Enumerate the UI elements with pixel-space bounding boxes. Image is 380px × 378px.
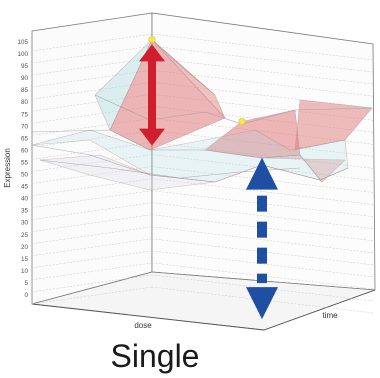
y-tick-label: 90	[21, 75, 29, 82]
gridline-left	[31, 106, 153, 124]
y-tick-label: 20	[21, 244, 29, 251]
x-axis-title: dose	[134, 321, 152, 330]
y-tick-label: 75	[21, 111, 29, 118]
chart-walls	[31, 12, 376, 331]
mesh-line	[31, 144, 349, 183]
y-tick-label: 85	[21, 87, 29, 94]
y-tick-label: 95	[21, 63, 29, 70]
gridline-left	[31, 154, 153, 172]
surface-facet	[94, 39, 153, 131]
peak-marker-secondary	[238, 118, 246, 126]
gridline-left	[31, 250, 153, 269]
red-arrow-head-top	[139, 44, 165, 62]
y-tick-label: 100	[17, 51, 28, 58]
z-axis-line	[263, 289, 376, 331]
blue-arrow-dash	[257, 247, 267, 264]
expression-surfaces	[31, 39, 373, 191]
gridline-left	[31, 81, 153, 100]
y-tick-label: 65	[21, 135, 29, 142]
gridline-left	[31, 226, 153, 245]
blue-arrow-head-top	[246, 157, 278, 190]
gridline-left	[31, 45, 153, 64]
y-axis-title: Expression	[3, 148, 12, 188]
chart-gridlines	[31, 33, 374, 314]
peak-marker-main	[148, 36, 156, 44]
blue-arrow-head-bottom	[246, 287, 278, 320]
y-tick-label: 10	[21, 268, 29, 275]
gridline-left	[31, 286, 153, 305]
z-axis-title: time	[322, 311, 338, 320]
y-tick-label: 105	[17, 39, 28, 46]
gridline-left	[31, 238, 153, 257]
y-tick-label: 5	[24, 280, 28, 287]
gridline-left	[31, 57, 153, 76]
y-tick-label: 60	[21, 147, 29, 154]
gridline-left	[31, 33, 153, 52]
gridline-left	[31, 93, 153, 112]
mesh-line	[94, 94, 373, 125]
y-tick-label: 25	[21, 232, 29, 239]
y-tick-label: 50	[21, 172, 29, 179]
blue-arrow-dash	[257, 273, 267, 284]
gridline-left	[31, 118, 153, 136]
gridline-left	[31, 202, 153, 220]
gridline-left	[31, 69, 153, 88]
y-tick-label: 45	[21, 184, 29, 191]
mesh-line	[31, 129, 323, 183]
x-axis-line	[31, 303, 265, 331]
y-tick-label: 30	[21, 220, 29, 227]
surface-facet	[151, 39, 216, 96]
y-tick-label: 80	[21, 99, 29, 106]
figure-caption: Single	[110, 338, 200, 374]
blue-arrow-dash	[257, 195, 267, 212]
blue-arrow-dash	[257, 221, 267, 238]
gridline-left	[31, 142, 153, 160]
y-tick-label: 35	[21, 208, 29, 215]
difference-arrows	[139, 44, 278, 320]
y-tick-label: 0	[24, 292, 28, 299]
red-arrow-head-bottom	[139, 128, 165, 146]
gridline-left	[31, 130, 153, 148]
peak-markers	[148, 36, 246, 126]
gridline-left	[31, 190, 153, 208]
gridline-left	[31, 178, 153, 196]
y-tick-label: 55	[21, 159, 29, 166]
gridline-left	[31, 274, 153, 293]
gridline-left	[31, 214, 153, 232]
gridline-left	[31, 262, 153, 281]
y-tick-labels: 0 5 10 15 20 25 30 35 40 45 50 55 60 65 70 75 80 85 90 95 10…	[17, 39, 28, 299]
y-tick-label: 15	[21, 256, 29, 263]
y-tick-label: 70	[21, 123, 29, 130]
gridline-left	[31, 166, 153, 184]
y-tick-label: 40	[21, 196, 29, 203]
